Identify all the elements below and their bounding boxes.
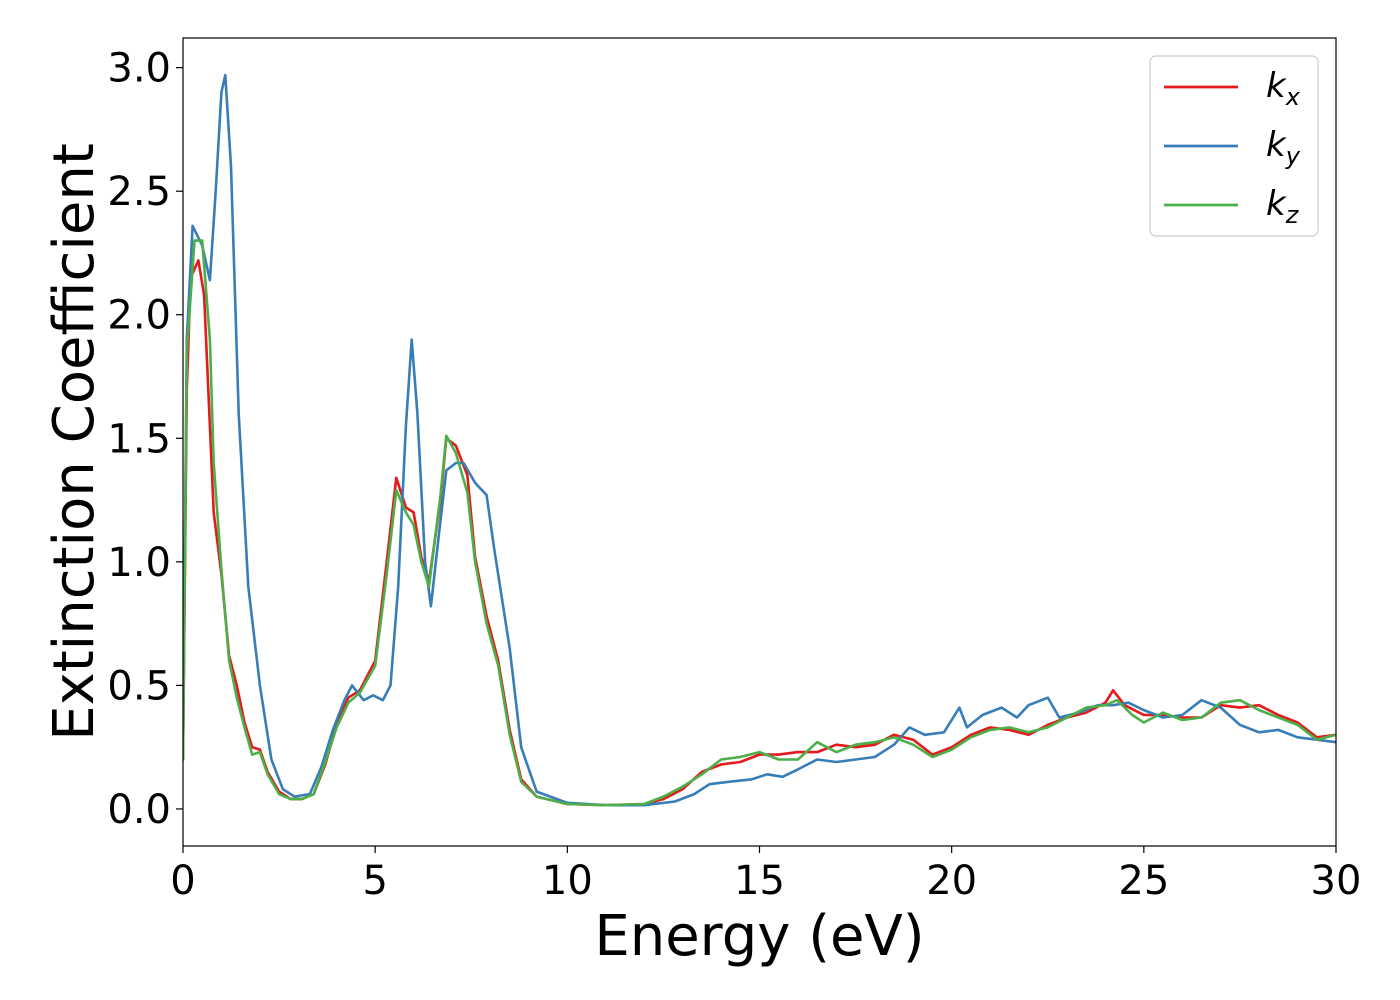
x-tick-label: 30 (1311, 858, 1362, 904)
series-line-kx (183, 259, 1336, 807)
x-tick-label: 20 (926, 858, 977, 904)
y-tick-label: 3.0 (107, 46, 171, 92)
y-tick-label: 1.0 (107, 540, 171, 586)
y-tick-label: 0.0 (107, 787, 171, 833)
y-axis: 0.0 0.5 1.0 1.5 2.0 2.5 3.0 (107, 46, 183, 833)
y-tick-label: 0.5 (107, 663, 171, 709)
y-tick-label: 2.5 (107, 169, 171, 215)
y-tick-label: 2.0 (107, 293, 171, 339)
legend-subscript: y (1285, 142, 1301, 170)
legend-subscript: z (1285, 201, 1300, 229)
y-axis-title: Extinction Coefficient (42, 143, 107, 741)
legend-subscript: x (1285, 83, 1301, 111)
x-tick-label: 25 (1118, 858, 1169, 904)
x-axis-title: Energy (eV) (594, 904, 924, 969)
y-tick-label: 1.5 (107, 416, 171, 462)
x-tick-label: 0 (170, 858, 195, 904)
x-tick-label: 10 (542, 858, 593, 904)
x-axis: 0 5 10 15 20 25 30 (170, 846, 1361, 904)
legend-label-kz: kz (1266, 184, 1300, 229)
x-tick-label: 15 (734, 858, 785, 904)
series-line-kz (183, 239, 1336, 807)
series-lines (183, 73, 1336, 807)
x-tick-label: 5 (362, 858, 387, 904)
